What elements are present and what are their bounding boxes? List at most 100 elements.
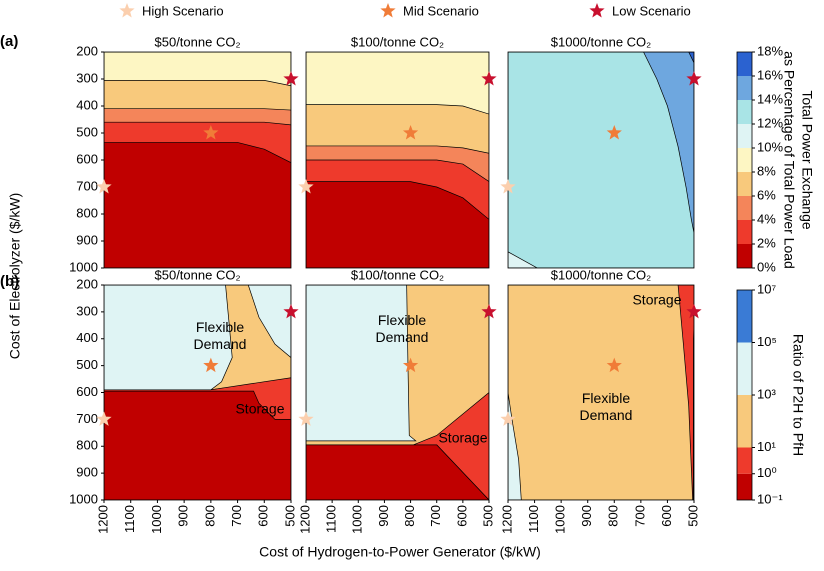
colorbar-title: Total Power Exchange (799, 90, 815, 230)
colorbar-frame (736, 51, 753, 269)
colorbar-band (737, 196, 752, 220)
colorbar-band (737, 52, 752, 76)
annotation: Flexible (582, 390, 630, 406)
legend-label: High Scenario (142, 3, 224, 18)
x-tick-label: 1100 (526, 505, 541, 533)
scenario-marker (481, 71, 497, 86)
x-tick-label: 600 (256, 505, 271, 527)
scenario-marker (96, 179, 112, 194)
scenario-marker (298, 411, 314, 426)
contour-region (688, 52, 694, 63)
plot-area (104, 285, 291, 500)
colorbar-tick-label: 10¹ (757, 439, 776, 454)
annotation: Demand (194, 336, 247, 352)
contour-region (104, 390, 291, 500)
x-tick-label: 1200 (499, 505, 514, 534)
y-tick-label: 200 (76, 43, 98, 58)
colorbar-tick-label: 10⁻¹ (757, 491, 783, 506)
x-tick-label: 800 (202, 505, 217, 527)
x-tick-label: 900 (579, 505, 594, 527)
scenario-marker (686, 71, 702, 86)
panel-title: $100/tonne CO₂ (351, 34, 444, 49)
colorbar-tick-label: 14% (757, 91, 783, 106)
scenario-marker (402, 125, 419, 140)
colorbar-tick-label: 6% (757, 187, 776, 202)
scenario-marker (686, 303, 702, 319)
x-tick-label: 1000 (350, 505, 365, 534)
colorbar-tick-label: 16% (757, 67, 783, 82)
colorbar-tick-label: 0% (757, 259, 776, 274)
x-tick-label: 600 (659, 505, 674, 527)
x-tick-label: 900 (176, 505, 191, 527)
scenario-marker (96, 411, 112, 426)
y-tick-label: 300 (76, 303, 98, 318)
annotation: Storage (438, 430, 487, 446)
contour-region (677, 285, 694, 500)
y-tick-label: 300 (76, 70, 98, 85)
annotation: Demand (580, 407, 633, 423)
x-tick-label: 900 (376, 505, 391, 527)
panel-title: $1000/tonne CO₂ (551, 267, 651, 282)
scenario-marker (203, 125, 219, 140)
plot-area (306, 285, 489, 500)
colorbar-band (737, 447, 752, 474)
colorbar-band (737, 100, 752, 124)
plot-frame (507, 51, 695, 269)
scenario-marker (283, 303, 299, 319)
contour-region (643, 52, 694, 233)
contour-region (508, 251, 538, 268)
colorbar-tick-label: 2% (757, 235, 776, 250)
plot-area (306, 52, 489, 268)
legend-marker (119, 3, 135, 18)
y-tick-label: 900 (76, 465, 98, 480)
x-tick-label: 1100 (324, 505, 339, 533)
contour-region (508, 52, 694, 268)
colorbar-band (737, 172, 752, 196)
panel-label: (a) (0, 33, 18, 50)
plot-frame (305, 51, 490, 269)
y-tick-label: 700 (76, 178, 98, 193)
colorbar-title: as Percentage of Total Power Load (781, 51, 797, 269)
colorbar-tick-label: 10⁷ (757, 281, 776, 296)
scenario-marker (402, 357, 419, 373)
x-tick-label: 700 (229, 505, 244, 527)
colorbar-tick-label: 10³ (757, 386, 776, 401)
panel-title: $100/tonne CO₂ (351, 267, 444, 282)
plot-frame (507, 284, 695, 501)
annotation: Storage (632, 292, 681, 308)
x-tick-label: 1100 (122, 505, 137, 533)
colorbar-tick-label: 10⁵ (757, 334, 777, 349)
legend-marker (380, 3, 396, 18)
plot-area (104, 52, 291, 268)
x-tick-label: 1200 (297, 505, 312, 534)
contour-region (306, 181, 489, 268)
colorbar-title: Ratio of P2H to PfH (790, 334, 806, 456)
colorbar-band (737, 290, 752, 343)
x-tick-label: 700 (428, 505, 443, 527)
x-tick-label: 600 (454, 505, 469, 527)
colorbar-band (737, 244, 752, 268)
plot-frame (305, 284, 490, 501)
y-tick-label: 600 (76, 151, 98, 166)
scenario-marker (500, 179, 516, 194)
x-tick-label: 800 (402, 505, 417, 527)
contour-region (306, 444, 489, 500)
annotation: Storage (235, 401, 284, 417)
annotation: Demand (376, 329, 429, 345)
y-tick-label: 800 (76, 438, 98, 453)
colorbar-tick-label: 18% (757, 43, 783, 58)
colorbar-tick-label: 10% (757, 139, 783, 154)
contour-region (508, 285, 694, 500)
scenario-marker (298, 179, 314, 194)
scenario-marker (203, 357, 219, 373)
y-tick-label: 500 (76, 357, 98, 372)
panel-title: $50/tonne CO₂ (155, 34, 241, 49)
x-tick-label: 700 (632, 505, 647, 527)
colorbar-band (737, 473, 752, 500)
annotation: Flexible (196, 319, 244, 335)
colorbar-band (737, 342, 752, 395)
x-tick-label: 500 (480, 505, 495, 527)
y-tick-label: 400 (76, 330, 98, 345)
